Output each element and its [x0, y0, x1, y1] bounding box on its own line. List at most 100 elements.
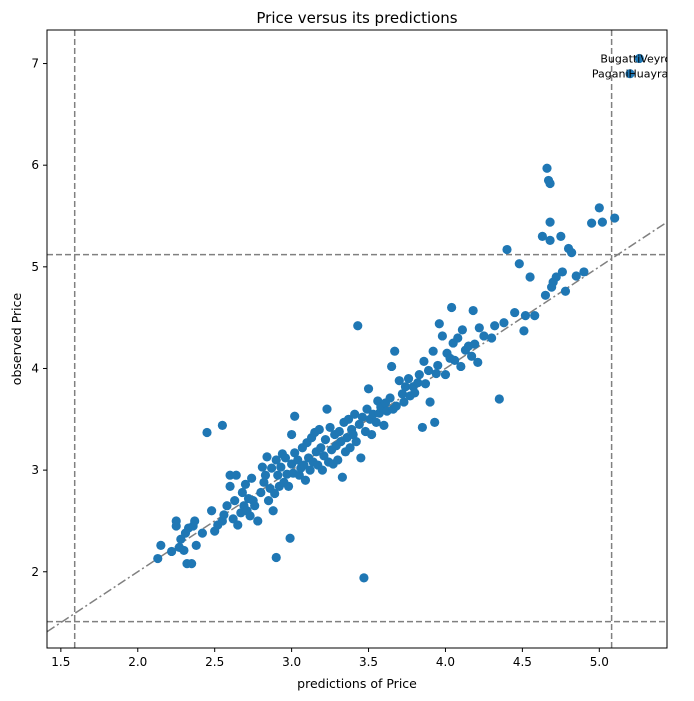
data-point [414, 369, 424, 380]
data-point [156, 540, 166, 550]
data-point [397, 389, 407, 399]
data-point [362, 404, 372, 414]
data-point [540, 290, 551, 300]
data-point [350, 409, 360, 419]
x-axis-label: predictions of Price [297, 676, 417, 691]
data-point [430, 417, 440, 427]
data-point [322, 404, 332, 414]
data-point [290, 411, 300, 421]
data-point [225, 481, 235, 491]
data-point [530, 311, 540, 321]
data-point [230, 496, 240, 506]
data-point [337, 472, 347, 482]
data-point [473, 357, 483, 367]
data-point [468, 305, 478, 316]
data-point [470, 339, 480, 349]
data-point [399, 397, 409, 407]
data-point [334, 426, 344, 437]
data-point [437, 331, 447, 341]
data-point [245, 511, 255, 521]
data-point [542, 163, 552, 173]
data-point [413, 378, 423, 388]
data-point [571, 271, 581, 281]
data-point [390, 346, 400, 356]
point-annotation: BugattiVeyron [600, 52, 678, 65]
data-point [514, 259, 524, 269]
data-point [262, 452, 272, 462]
data-point [197, 528, 207, 538]
data-point [557, 267, 567, 277]
data-point [256, 487, 266, 498]
data-point [171, 516, 181, 526]
data-point [207, 506, 217, 516]
data-point [434, 319, 444, 329]
data-point [353, 321, 363, 331]
data-point [545, 217, 555, 227]
data-point [153, 553, 163, 564]
y-tick-label: 7 [31, 57, 39, 71]
data-point [403, 374, 414, 384]
x-tick-label: 2.5 [205, 655, 224, 669]
y-tick-label: 5 [31, 260, 39, 274]
data-point [247, 473, 257, 483]
data-point [579, 267, 589, 277]
data-point [280, 453, 291, 463]
data-point [419, 356, 429, 366]
data-point [567, 248, 577, 258]
data-point [357, 412, 367, 422]
data-point [222, 501, 232, 511]
data-point [428, 346, 438, 356]
data-point [259, 477, 269, 487]
data-point [499, 318, 509, 328]
data-point [300, 475, 311, 485]
data-point [345, 443, 355, 453]
data-point [167, 546, 177, 557]
y-tick-label: 3 [31, 463, 39, 477]
data-point [316, 443, 326, 453]
data-point [263, 496, 274, 506]
data-point [519, 326, 529, 336]
data-point [490, 321, 500, 331]
data-point [233, 520, 243, 530]
data-point [271, 552, 281, 563]
data-point [625, 69, 635, 79]
plot-area: BugattiVeyron PaganiHuayra [47, 30, 678, 648]
data-point [240, 479, 251, 489]
data-point [587, 218, 597, 228]
data-point [379, 420, 389, 430]
data-point [545, 235, 555, 246]
data-point [479, 331, 489, 341]
y-tick-label: 6 [31, 158, 39, 172]
axes-ticks: 1.5 2.0 2.5 3.0 3.5 4.0 4.5 5.0 2 3 4 5 6 7 [31, 57, 608, 669]
y-axis-label: observed Price [9, 292, 24, 385]
y-tick-label: 2 [31, 565, 39, 579]
data-point [594, 203, 604, 213]
data-point [494, 394, 504, 404]
data-point [285, 533, 295, 543]
data-point [520, 311, 531, 321]
data-point [440, 369, 451, 380]
data-point [260, 470, 271, 480]
data-point [253, 516, 263, 526]
data-point [351, 437, 361, 447]
data-point [410, 388, 420, 398]
data-point [560, 286, 571, 296]
chart-title: Price versus its predictions [256, 9, 457, 27]
data-point [510, 307, 520, 318]
data-point [299, 460, 309, 470]
y-tick-label: 4 [31, 361, 39, 375]
data-point [417, 422, 427, 433]
data-point [367, 429, 377, 440]
data-point [267, 463, 277, 473]
data-point [325, 422, 335, 433]
data-point [400, 382, 411, 392]
data-point [385, 393, 395, 403]
data-point [283, 481, 294, 491]
data-point [294, 470, 304, 480]
data-point [268, 506, 278, 516]
data-point [314, 424, 324, 435]
data-point [420, 379, 431, 389]
data-point [320, 435, 331, 445]
data-point [271, 455, 281, 465]
data-point [359, 573, 369, 583]
